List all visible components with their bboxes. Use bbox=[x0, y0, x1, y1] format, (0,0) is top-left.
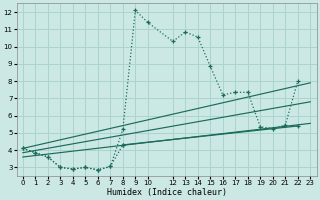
X-axis label: Humidex (Indice chaleur): Humidex (Indice chaleur) bbox=[107, 188, 227, 197]
